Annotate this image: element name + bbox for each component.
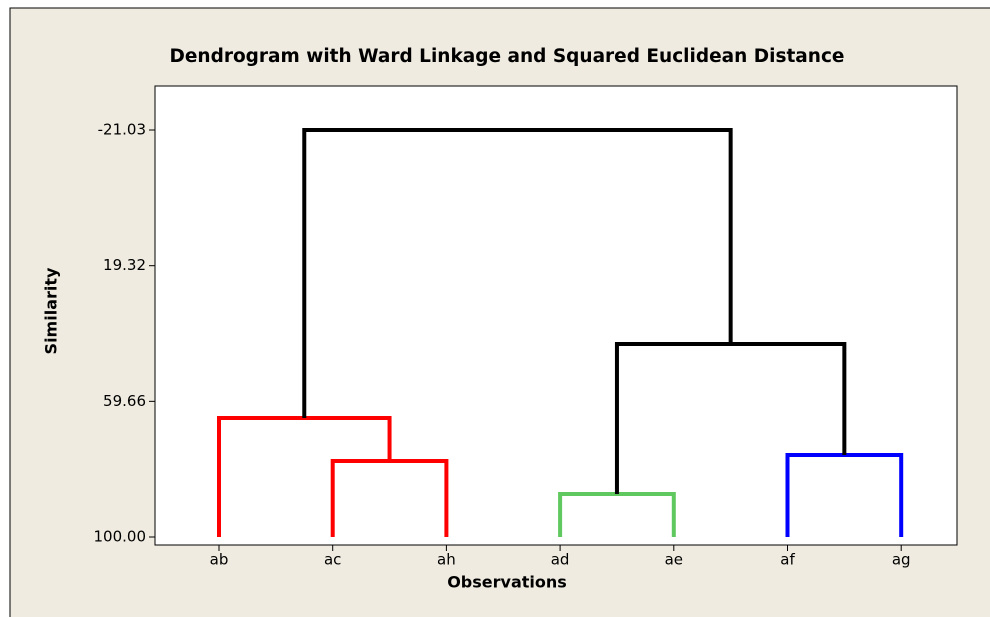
dendrogram-link xyxy=(302,128,733,418)
y-axis-title: Similarity xyxy=(42,267,61,354)
x-axis-title: Observations xyxy=(447,573,567,592)
dendrogram-link xyxy=(330,459,449,537)
y-tick-label: 59.66 xyxy=(103,392,146,410)
x-tick-label: ad xyxy=(551,551,570,569)
y-tick-label: 19.32 xyxy=(103,256,146,274)
x-tick-label: ae xyxy=(665,551,683,569)
dendrogram-link xyxy=(217,415,392,537)
chart-title: Dendrogram with Ward Linkage and Squared… xyxy=(170,46,845,67)
y-tick-label: 100.00 xyxy=(94,528,147,546)
x-tick-label: ah xyxy=(437,551,456,569)
y-tick-label: -21.03 xyxy=(98,121,146,139)
plot-area xyxy=(154,85,958,546)
x-tick-label: af xyxy=(780,551,795,569)
x-tick-label: ab xyxy=(210,551,229,569)
dendrogram-link xyxy=(785,452,904,537)
x-tick-label: ag xyxy=(892,551,911,569)
x-tick-label: ac xyxy=(324,551,341,569)
